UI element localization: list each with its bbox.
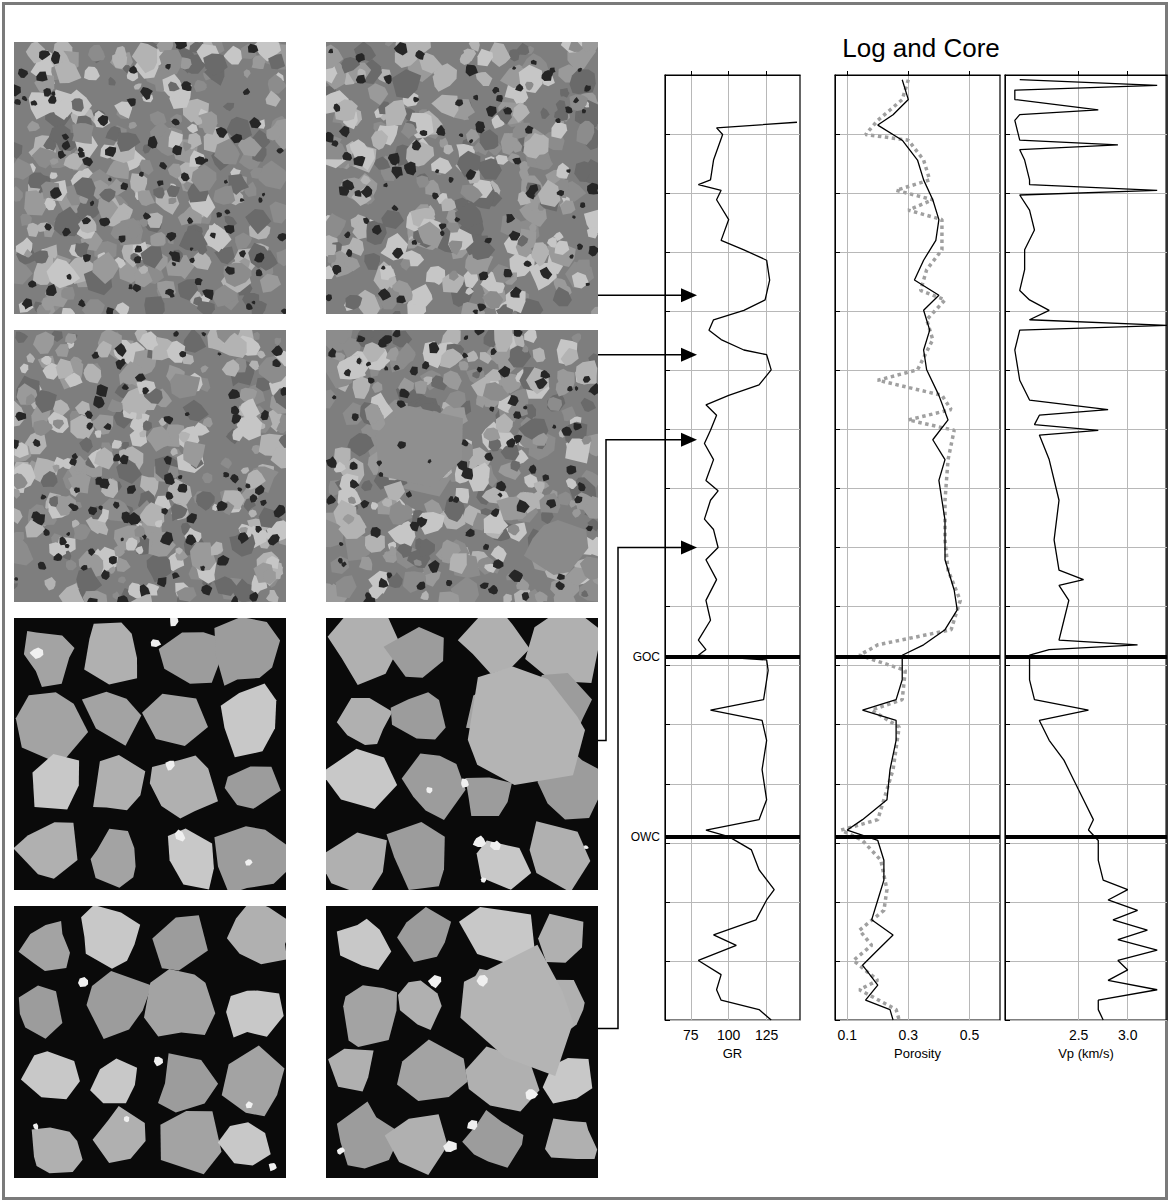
svg-text:100: 100 xyxy=(717,1027,741,1043)
svg-text:2.5: 2.5 xyxy=(1069,1027,1089,1043)
svg-text:Porosity: Porosity xyxy=(894,1046,941,1061)
svg-text:Log and Core: Log and Core xyxy=(842,33,1000,63)
svg-text:0.1: 0.1 xyxy=(837,1027,857,1043)
svg-text:GR: GR xyxy=(723,1046,743,1061)
svg-text:0.5: 0.5 xyxy=(960,1027,980,1043)
svg-text:0.3: 0.3 xyxy=(899,1027,919,1043)
svg-text:125: 125 xyxy=(755,1027,779,1043)
svg-text:3.0: 3.0 xyxy=(1118,1027,1138,1043)
svg-text:75: 75 xyxy=(683,1027,699,1043)
svg-text:Vp (km/s): Vp (km/s) xyxy=(1058,1046,1114,1061)
svg-text:GOC: GOC xyxy=(633,650,661,664)
svg-text:OWC: OWC xyxy=(631,830,661,844)
